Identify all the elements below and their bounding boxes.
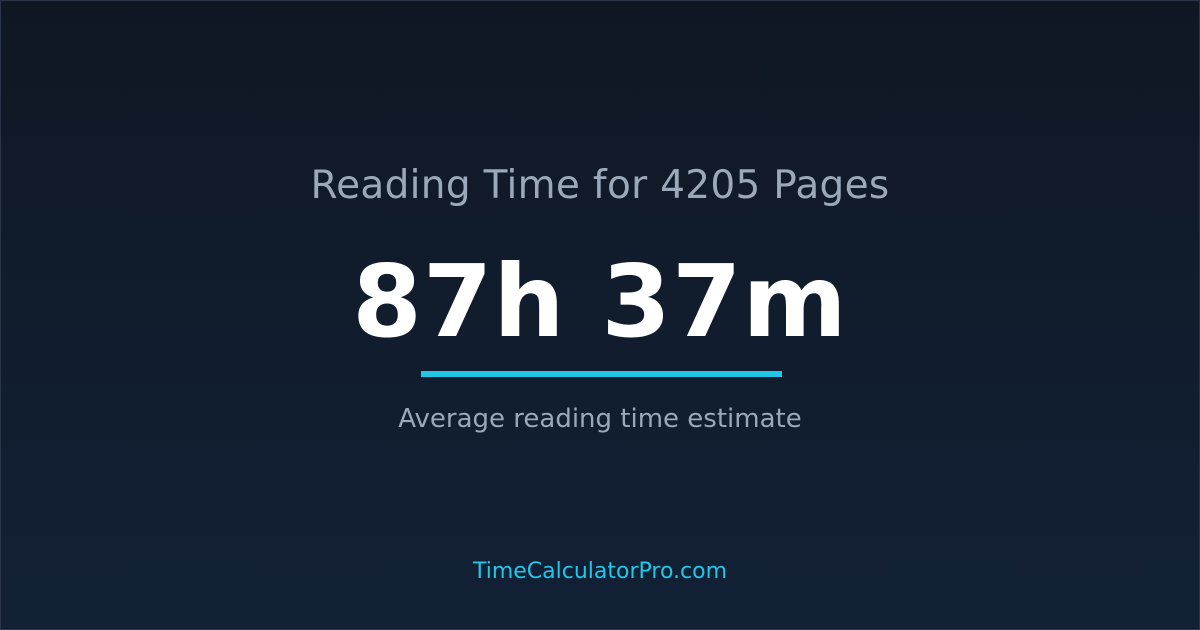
- card-subtitle: Average reading time estimate: [398, 404, 802, 434]
- accent-underline: [421, 371, 782, 377]
- site-name: TimeCalculatorPro.com: [472, 559, 728, 584]
- reading-time-result: 87h 37m: [352, 243, 848, 360]
- card-title: Reading Time for 4205 Pages: [310, 163, 890, 208]
